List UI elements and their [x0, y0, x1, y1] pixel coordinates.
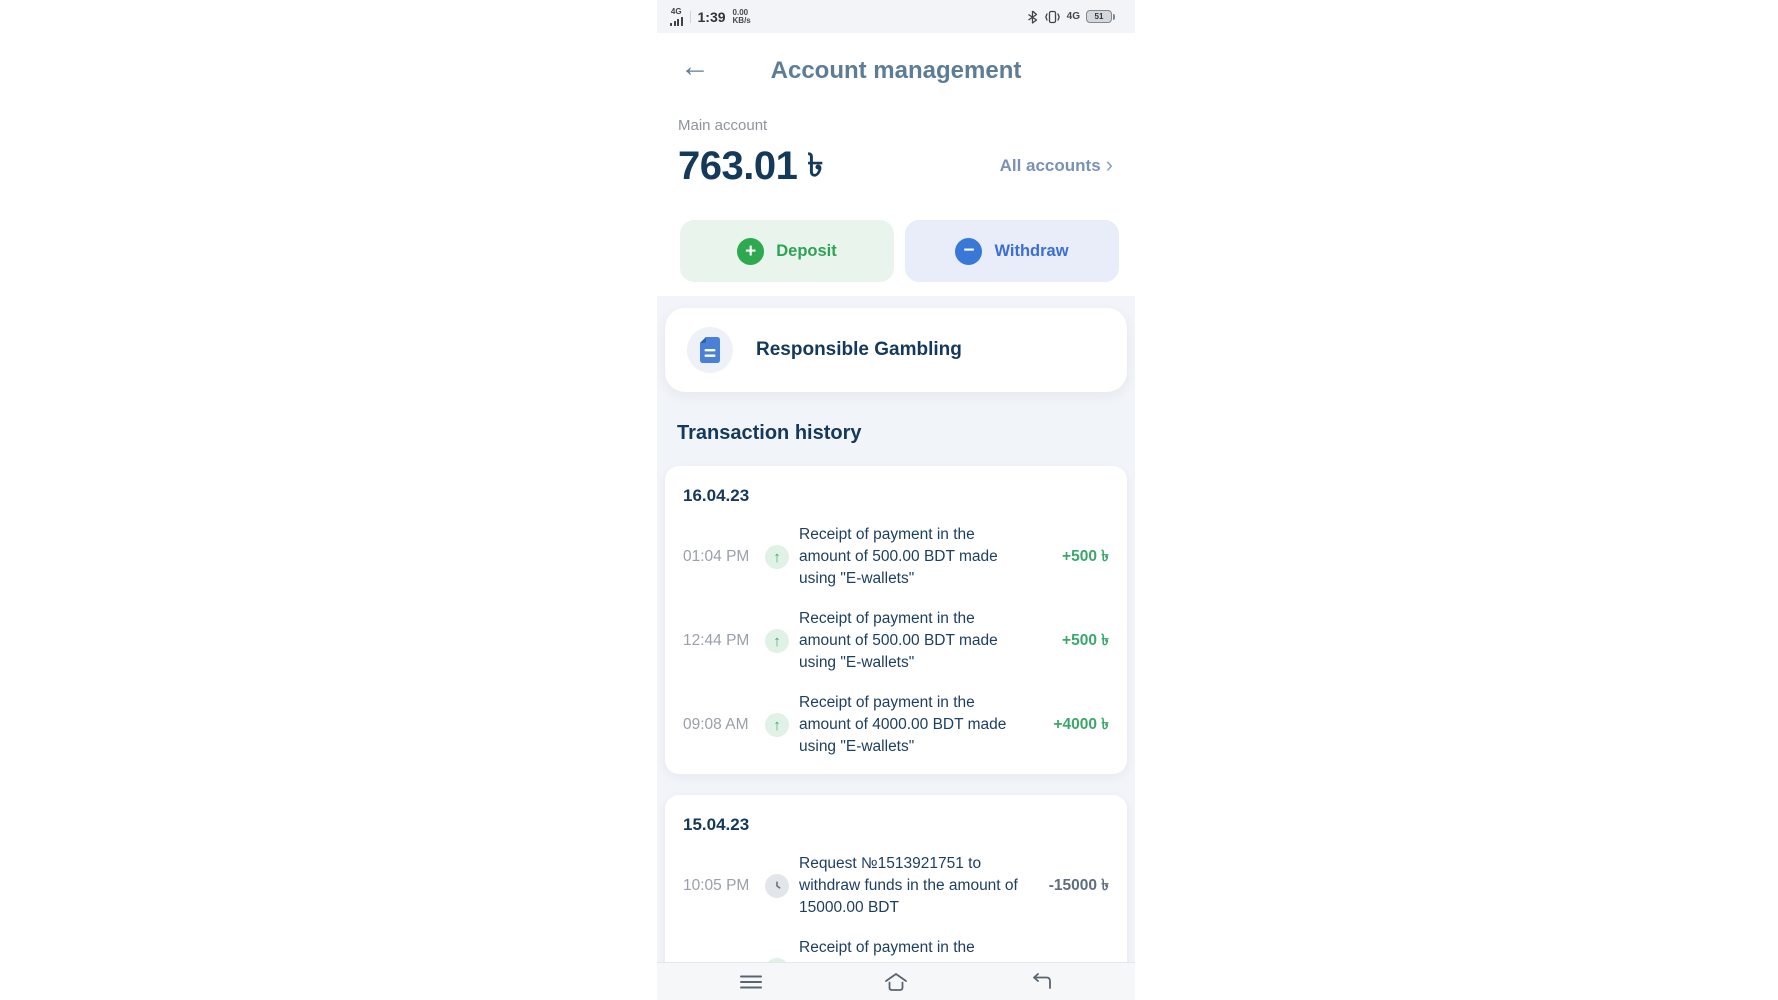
group-rows: 01:04 PM ↑ Receipt of payment in the amo…	[683, 524, 1109, 758]
balance-section: Main account 763.01 ৳ All accounts ›	[657, 117, 1135, 194]
transaction-row[interactable]: 01:04 PM ↑ Receipt of payment in the amo…	[683, 524, 1109, 590]
clock-icon	[765, 874, 789, 898]
network-speed: 0.00 KB/s	[732, 7, 751, 25]
deposit-label: Deposit	[776, 241, 837, 260]
transaction-description: Receipt of payment in the amount of 4000…	[799, 694, 1007, 755]
vibrate-icon	[1044, 10, 1061, 24]
network-type-left: 4G	[670, 6, 682, 16]
transaction-amount: -15000 ৳	[1048, 877, 1109, 894]
speed-value: 0.00	[732, 7, 749, 17]
group-date: 16.04.23	[683, 486, 750, 505]
transaction-amount: +500 ৳	[1062, 548, 1109, 565]
menu-icon[interactable]	[739, 974, 763, 990]
main-account-label: Main account	[678, 117, 768, 134]
speed-unit: KB/s	[732, 15, 751, 25]
content-section: Responsible Gambling Transaction history…	[657, 296, 1135, 1000]
responsible-gambling-label: Responsible Gambling	[756, 339, 962, 360]
status-right-cluster: 4G 51	[1027, 10, 1122, 24]
chevron-right-icon: ›	[1105, 152, 1113, 177]
transaction-row[interactable]: 09:08 AM ↑ Receipt of payment in the amo…	[683, 692, 1109, 758]
arrow-up-icon: ↑	[765, 629, 789, 653]
android-nav-bar	[657, 962, 1135, 1000]
transaction-groups: 16.04.23 01:04 PM ↑ Receipt of payment i…	[665, 466, 1127, 1000]
all-accounts-label: All accounts	[999, 156, 1101, 175]
status-left-cluster: 4G 1:39 0.00 KB/s	[670, 6, 751, 26]
transaction-description: Request №1513921751 to withdraw funds in…	[799, 855, 1018, 916]
status-divider	[689, 10, 691, 23]
withdraw-button[interactable]: − Withdraw	[905, 220, 1119, 282]
battery-icon: 51	[1086, 10, 1115, 23]
actions-row: + Deposit − Withdraw	[657, 220, 1135, 282]
transaction-row[interactable]: 12:44 PM ↑ Receipt of payment in the amo…	[683, 608, 1109, 674]
withdraw-label: Withdraw	[994, 241, 1069, 260]
transaction-time: 10:05 PM	[683, 877, 750, 894]
transaction-history-heading: Transaction history	[677, 422, 862, 444]
signal-strength-icon: 4G	[670, 6, 683, 26]
transaction-amount: +500 ৳	[1062, 632, 1109, 649]
plus-icon: +	[737, 237, 765, 265]
group-date: 15.04.23	[683, 815, 750, 834]
transaction-time: 09:08 AM	[683, 716, 749, 733]
arrow-up-icon: ↑	[765, 713, 789, 737]
bluetooth-icon	[1027, 10, 1038, 24]
transaction-time: 12:44 PM	[683, 632, 750, 649]
back-nav-icon[interactable]	[1029, 972, 1053, 991]
document-icon	[687, 327, 733, 373]
battery-percent: 51	[1094, 12, 1104, 21]
app-header: ← Account management	[657, 50, 1135, 95]
balance-value: 763.01	[678, 143, 798, 188]
currency-symbol: ৳	[807, 147, 823, 183]
network-type-right: 4G	[1066, 11, 1080, 22]
home-icon[interactable]	[883, 972, 909, 992]
transaction-time: 01:04 PM	[683, 548, 750, 565]
transaction-card: 16.04.23 01:04 PM ↑ Receipt of payment i…	[665, 466, 1127, 774]
status-bar: 4G 1:39 0.00 KB/s 4G 51	[657, 0, 1135, 33]
page-title: Account management	[770, 57, 1022, 84]
transaction-description: Receipt of payment in the amount of 500.…	[799, 610, 998, 671]
arrow-up-icon: ↑	[765, 545, 789, 569]
transaction-amount: +4000 ৳	[1053, 716, 1109, 733]
responsible-gambling-card[interactable]: Responsible Gambling	[665, 308, 1127, 392]
transaction-description: Receipt of payment in the amount of 500.…	[799, 526, 998, 587]
balance-amount: 763.01 ৳	[678, 138, 823, 194]
minus-icon: −	[955, 237, 983, 265]
all-accounts-link[interactable]: All accounts ›	[999, 152, 1113, 178]
status-time: 1:39	[697, 8, 726, 25]
deposit-button[interactable]: + Deposit	[680, 220, 894, 282]
transaction-row[interactable]: 10:05 PM ↑ Request №1513921751 to withdr…	[683, 853, 1109, 919]
phone-screen: 4G 1:39 0.00 KB/s 4G 51	[657, 0, 1135, 1000]
back-arrow-icon[interactable]: ←	[680, 50, 710, 83]
